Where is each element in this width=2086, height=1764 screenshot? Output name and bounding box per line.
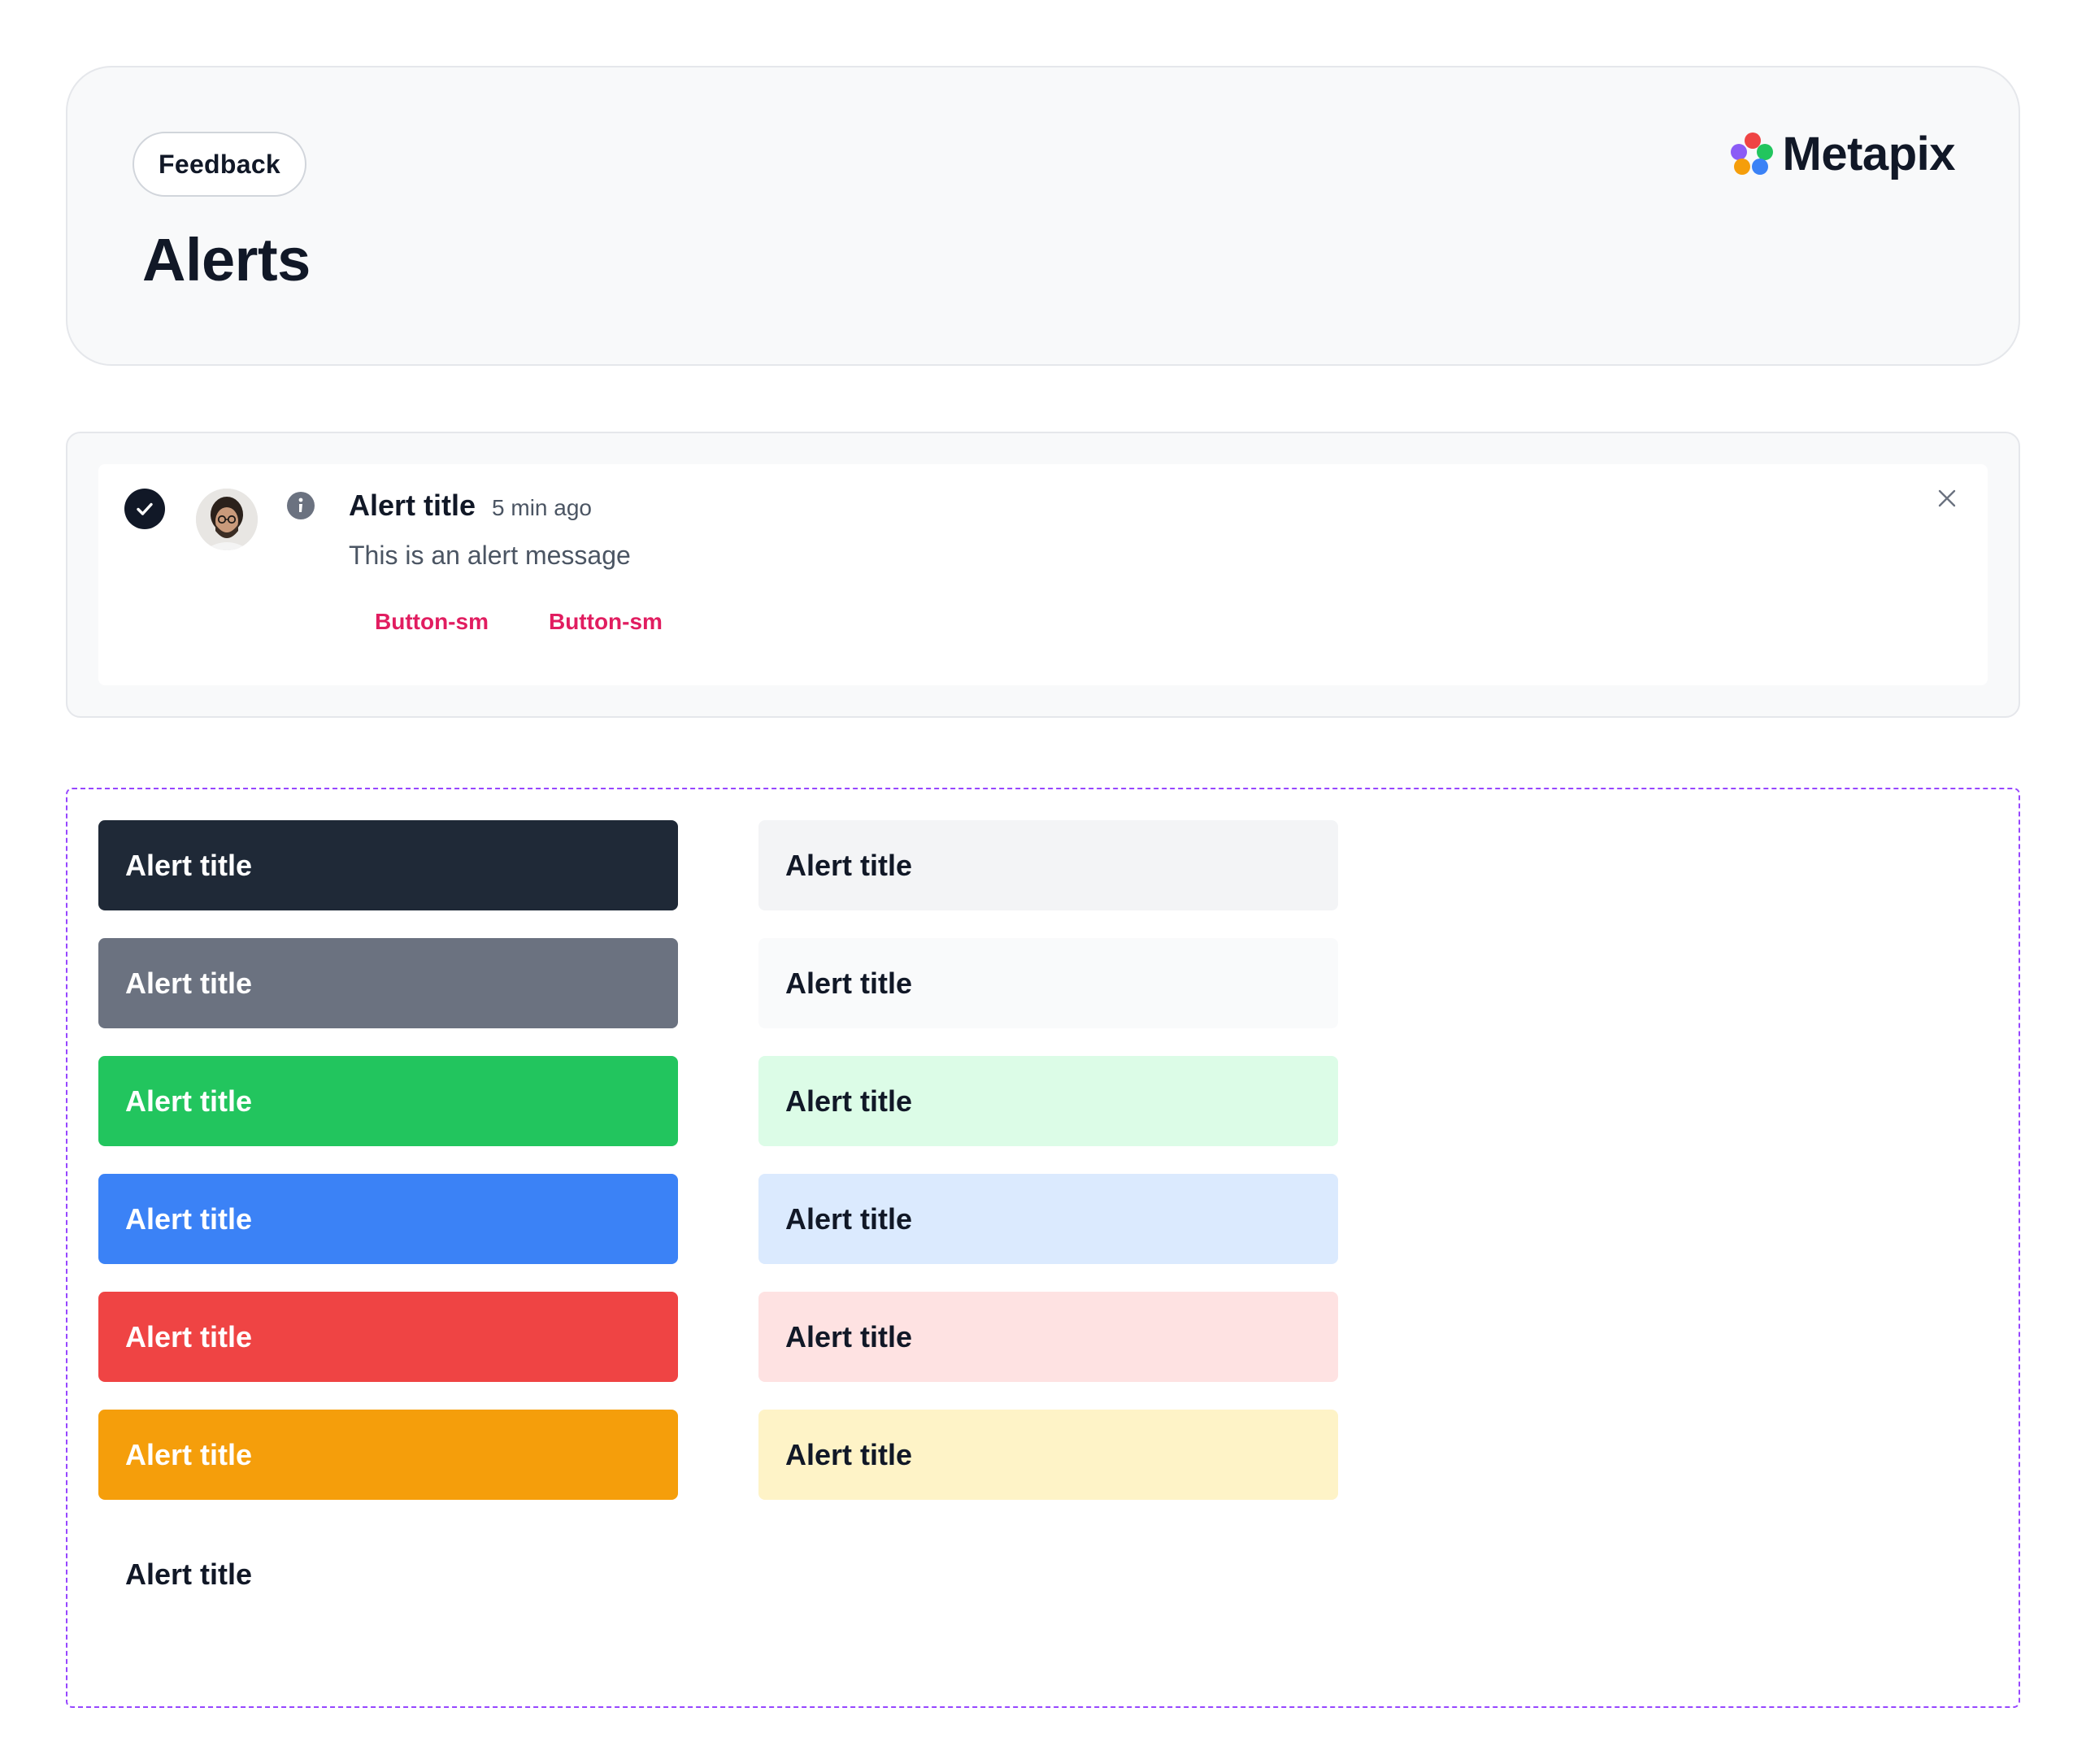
avatar bbox=[196, 489, 258, 550]
notification-title-row: Alert title 5 min ago bbox=[349, 489, 592, 523]
close-icon[interactable] bbox=[1931, 482, 1963, 515]
notification-timestamp: 5 min ago bbox=[492, 495, 592, 520]
alert-solid-warning: Alert title bbox=[98, 1410, 678, 1500]
alert-solid-dark: Alert title bbox=[98, 820, 678, 910]
header-card: Feedback Alerts Metapix bbox=[66, 66, 2020, 366]
brand: Metapix bbox=[1727, 128, 1956, 180]
alert-soft-success: Alert title bbox=[758, 1056, 1338, 1146]
alert-plain: Alert title bbox=[125, 1557, 253, 1591]
info-icon bbox=[287, 492, 315, 519]
metapix-logo-icon bbox=[1727, 129, 1778, 180]
alert-soft-info: Alert title bbox=[758, 1174, 1338, 1264]
notification-section: Alert title 5 min ago This is an alert m… bbox=[66, 432, 2020, 718]
alert-variants: Alert title Alert title Alert title Aler… bbox=[66, 788, 2020, 1708]
alert-soft-error: Alert title bbox=[758, 1292, 1338, 1382]
feedback-button[interactable]: Feedback bbox=[133, 132, 307, 197]
action-button-2[interactable]: Button-sm bbox=[548, 609, 663, 634]
check-circle-icon bbox=[124, 489, 165, 529]
action-button-1[interactable]: Button-sm bbox=[375, 609, 489, 634]
notification-message: This is an alert message bbox=[349, 541, 631, 570]
alert-solid-gray: Alert title bbox=[98, 938, 678, 1028]
notification-title: Alert title bbox=[349, 489, 476, 522]
page-title: Alerts bbox=[142, 226, 311, 293]
alert-solid-error: Alert title bbox=[98, 1292, 678, 1382]
brand-name: Metapix bbox=[1782, 128, 1956, 180]
alert-soft-gray: Alert title bbox=[758, 820, 1338, 910]
alert-solid-info: Alert title bbox=[98, 1174, 678, 1264]
notification-alert: Alert title 5 min ago This is an alert m… bbox=[98, 464, 1988, 685]
alert-soft-warning: Alert title bbox=[758, 1410, 1338, 1500]
notification-actions: Button-sm Button-sm bbox=[375, 609, 663, 635]
alert-soft-light: Alert title bbox=[758, 938, 1338, 1028]
alert-solid-success: Alert title bbox=[98, 1056, 678, 1146]
